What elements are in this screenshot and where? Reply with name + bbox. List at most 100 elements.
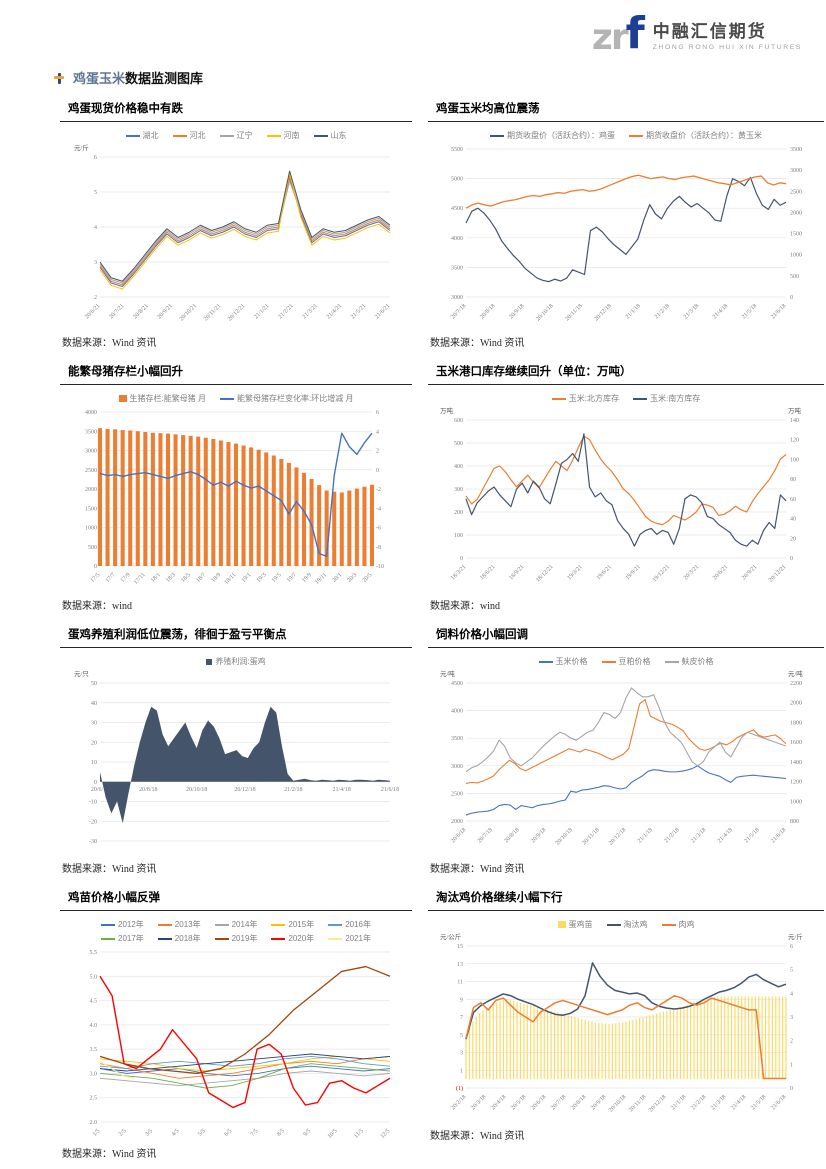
svg-text:21/4/18: 21/4/18 [712, 303, 729, 320]
svg-text:4: 4 [376, 429, 379, 435]
svg-text:30: 30 [91, 721, 97, 727]
svg-text:20/6/21: 20/6/21 [84, 303, 101, 320]
svg-text:20/12/18: 20/12/18 [648, 1094, 667, 1113]
svg-text:18/3/21: 18/3/21 [450, 564, 467, 581]
svg-text:21/3/21: 21/3/21 [302, 303, 319, 320]
logo-text: 中融汇信期货 ZHONG RONG HUI XIN FUTURES [653, 17, 802, 51]
legend-item: 淘汰鸡 [606, 919, 648, 930]
legend-marker-icon [214, 923, 229, 926]
svg-text:19/5: 19/5 [271, 572, 283, 584]
svg-text:2: 2 [94, 295, 97, 301]
logo-company-name: 中融汇信期货 [652, 22, 767, 41]
svg-text:3000: 3000 [790, 168, 802, 174]
svg-text:600: 600 [454, 418, 463, 424]
data-source: 数据来源：Wind 资讯 [430, 864, 525, 875]
chart-title: 淘汰鸡价格继续小幅下行 [428, 885, 824, 911]
svg-text:20/8/18: 20/8/18 [139, 787, 157, 793]
svg-text:11: 11 [457, 980, 463, 986]
svg-text:1400: 1400 [790, 760, 802, 766]
svg-text:21/3/18: 21/3/18 [683, 303, 700, 320]
svg-text:21/4/18: 21/4/18 [717, 827, 734, 844]
legend-marker-icon [601, 660, 616, 663]
legend-item: 2019年 [214, 933, 257, 944]
svg-text:4.0: 4.0 [90, 1023, 98, 1029]
svg-text:20: 20 [790, 536, 796, 542]
legend-item: 麸皮价格 [664, 656, 714, 667]
svg-text:5.0: 5.0 [90, 974, 98, 980]
svg-text:21/2/18: 21/2/18 [664, 827, 681, 844]
legend-marker-icon [629, 134, 643, 137]
legend-item: 河南 [266, 130, 300, 141]
svg-text:19/9/21: 19/9/21 [625, 564, 642, 581]
svg-text:18/7: 18/7 [195, 572, 207, 584]
svg-text:21/6/18: 21/6/18 [770, 827, 787, 844]
svg-text:3: 3 [460, 1051, 463, 1057]
svg-text:500: 500 [454, 441, 463, 447]
svg-text:1500: 1500 [790, 232, 802, 238]
svg-text:21/2/18: 21/2/18 [284, 787, 302, 793]
svg-text:19/12/21: 19/12/21 [652, 564, 671, 583]
svg-text:40: 40 [91, 701, 97, 707]
legend-item: 2016年 [328, 919, 371, 930]
legend-marker-icon [172, 134, 187, 137]
legend-marker-icon [118, 395, 127, 402]
svg-text:20: 20 [91, 740, 97, 746]
svg-text:19/1: 19/1 [241, 572, 253, 584]
svg-text:2/5: 2/5 [118, 1128, 128, 1138]
chart-title: 饲料价格小幅回调 [428, 622, 824, 648]
legend-marker-icon [271, 937, 286, 940]
svg-text:10/5: 10/5 [327, 1128, 339, 1140]
svg-text:20/10/18: 20/10/18 [608, 1094, 627, 1113]
svg-text:3500: 3500 [790, 147, 802, 153]
chart-feed-price: 玉米价格 豆粕价格 麸皮价格 2000 2500 3000 3500 4000 4500 800 1… [428, 652, 824, 855]
svg-text:18/6/21: 18/6/21 [479, 564, 496, 581]
svg-text:-2: -2 [376, 487, 381, 493]
svg-text:20/9/18: 20/9/18 [590, 1094, 607, 1111]
chart-title: 能繁母猪存栏小幅回升 [60, 359, 412, 385]
svg-text:20/6/18: 20/6/18 [530, 1094, 547, 1111]
legend-item: 2017年 [101, 933, 144, 944]
svg-text:7/5: 7/5 [250, 1128, 260, 1138]
svg-text:2: 2 [790, 1039, 793, 1045]
svg-text:2000: 2000 [451, 819, 463, 825]
svg-text:3500: 3500 [85, 429, 97, 435]
chart-card-layer-profit: 蛋鸡养殖利润低位震荡，徘徊于盈亏平衡点 养殖利润:蛋鸡 -30 -20 -10 0 10 2… [60, 622, 412, 875]
svg-text:21/6/21: 21/6/21 [374, 303, 391, 320]
svg-text:20/7/18: 20/7/18 [450, 303, 467, 320]
svg-text:20/8/18: 20/8/18 [570, 1094, 587, 1111]
legend-marker-icon [219, 134, 234, 137]
svg-text:6/5: 6/5 [224, 1128, 234, 1138]
svg-text:-6: -6 [376, 526, 381, 532]
svg-text:20/3: 20/3 [347, 572, 359, 584]
svg-text:21/4/18: 21/4/18 [730, 1094, 747, 1111]
legend-item: 期货收盘价（活跃合约）：黄玉米 [629, 130, 762, 141]
svg-text:9/5: 9/5 [303, 1128, 313, 1138]
chart-card-egg-spot-price: 鸡蛋现货价格稳中有跌 湖北 河北 辽宁 河南 山东 2 3 4 5 6 元/斤 20/6/21 20/7… [60, 96, 412, 349]
legend-item: 玉米:南方库存 [633, 393, 700, 404]
svg-text:20/2/18: 20/2/18 [450, 1094, 467, 1111]
svg-text:0: 0 [460, 556, 463, 562]
svg-text:21/4/18: 21/4/18 [332, 787, 350, 793]
svg-text:1: 1 [460, 1068, 463, 1074]
svg-text:20/5: 20/5 [362, 572, 374, 584]
svg-text:4000: 4000 [85, 410, 97, 416]
svg-text:21/2/18: 21/2/18 [654, 303, 671, 320]
legend-marker-icon [328, 937, 343, 940]
svg-text:300: 300 [454, 487, 463, 493]
svg-text:2500: 2500 [451, 791, 463, 797]
legend-marker-icon [661, 923, 676, 926]
svg-text:20/12/21: 20/12/21 [768, 564, 787, 583]
svg-text:8/5: 8/5 [276, 1128, 286, 1138]
chart-egg-corn-futures: 期货收盘价（活跃合约）：鸡蛋 期货收盘价（活跃合约）：黄玉米 3000 3500 400… [428, 126, 824, 329]
svg-text:20/9/21: 20/9/21 [741, 564, 758, 581]
svg-text:80: 80 [790, 477, 796, 483]
svg-text:20/11/18: 20/11/18 [582, 827, 601, 846]
chart-title: 鸡苗价格小幅反弹 [60, 885, 412, 911]
logo-mark-icon: zr f [592, 12, 645, 56]
svg-text:20/7/18: 20/7/18 [477, 827, 494, 844]
svg-text:0: 0 [790, 1086, 793, 1092]
company-logo: zr f 中融汇信期货 ZHONG RONG HUI XIN FUTURES [592, 12, 802, 56]
chart-culled-chicken-price: 蛋鸡苗 淘汰鸡 肉鸡 15 13 11 9 7 5 3 1 (1) 0 1 2 3 4 5 6 元/公斤 元/斤 20/2… [428, 915, 824, 1122]
legend-marker-icon [220, 397, 234, 400]
svg-text:120: 120 [790, 438, 799, 444]
